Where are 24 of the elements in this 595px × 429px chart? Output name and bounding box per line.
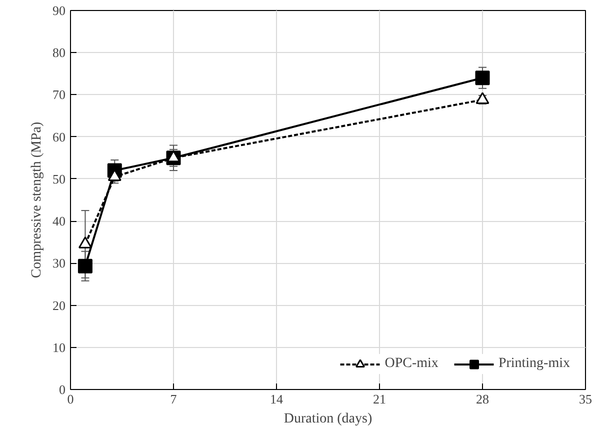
y-tick-label: 20 xyxy=(52,298,66,313)
y-tick-label: 30 xyxy=(52,256,66,271)
x-tick-label: 28 xyxy=(476,392,489,406)
y-tick-label: 60 xyxy=(52,129,66,144)
x-axis-title: Duration (days) xyxy=(284,412,372,426)
y-tick-label: 40 xyxy=(52,214,66,229)
y-tick-label: 80 xyxy=(52,45,66,60)
x-tick-label: 7 xyxy=(170,392,178,406)
x-tick-label: 35 xyxy=(579,392,592,406)
y-tick-label: 70 xyxy=(52,87,66,102)
point xyxy=(108,169,122,182)
x-tick-label: 14 xyxy=(270,392,284,406)
legend-label: Printing-mix xyxy=(498,356,570,372)
point xyxy=(78,258,92,274)
y-tick-label: 0 xyxy=(59,382,66,397)
x-tick-label: 21 xyxy=(373,392,386,406)
point xyxy=(475,70,490,86)
legend-label: OPC-mix xyxy=(384,356,438,372)
point xyxy=(476,92,490,104)
y-tick-label: 50 xyxy=(52,171,66,186)
y-axis-title: Compressive stength (MPa) xyxy=(30,122,44,278)
point xyxy=(78,236,92,248)
y-tick-label: 90 xyxy=(52,3,66,18)
y-tick-label: 10 xyxy=(52,340,66,355)
